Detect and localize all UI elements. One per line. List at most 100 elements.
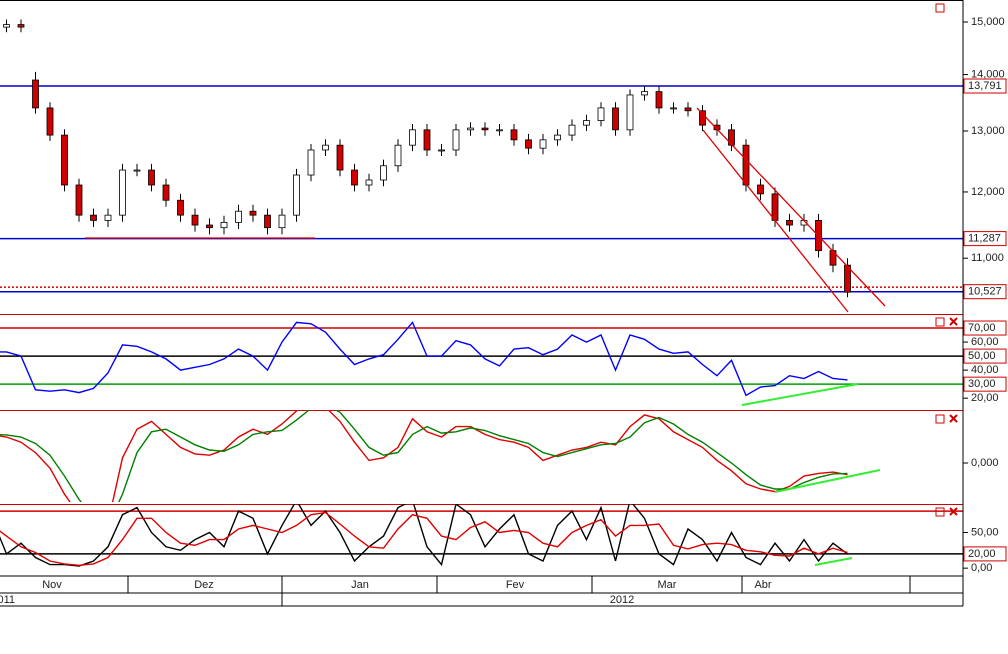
month-label: Dez	[194, 579, 214, 591]
y-tick-label: 50,00	[971, 526, 999, 538]
candle-body	[525, 139, 532, 149]
candle-body	[786, 220, 793, 226]
candle-body	[597, 107, 605, 121]
level-label-box	[963, 376, 1007, 392]
time-axis: Nov Dez Jan Fev Mar Abr 2011 2012	[0, 579, 772, 606]
series-line	[0, 504, 848, 567]
candle-body	[510, 129, 518, 141]
y-tick-label: 12,000	[971, 186, 1005, 198]
close-icon[interactable]	[949, 414, 958, 423]
candle-body	[148, 169, 155, 186]
candle-body	[3, 24, 10, 28]
rsi-trend	[741, 383, 859, 406]
candle-body	[220, 221, 228, 229]
level-label: 11,287	[968, 233, 1001, 245]
candle-body	[771, 193, 779, 221]
candle-body	[423, 129, 431, 151]
close-icon[interactable]	[949, 317, 958, 326]
y-axis: 0,00 50,00 20,00	[963, 526, 1007, 574]
level-label-box	[963, 348, 1007, 364]
y-tick-label: 60,00	[971, 336, 999, 348]
maximize-icon[interactable]	[935, 414, 945, 424]
month-label: Nov	[42, 579, 62, 591]
candle-body	[438, 149, 445, 152]
candle-body	[133, 169, 141, 172]
candle-body	[17, 24, 25, 28]
series-line	[0, 321, 848, 397]
y-tick-label: 11,000	[971, 252, 1004, 264]
level-label: 70,00	[968, 322, 996, 334]
candle-body	[322, 144, 329, 151]
level-label-box	[963, 320, 1007, 336]
candle-body	[757, 184, 764, 195]
candle-body	[61, 134, 68, 186]
candle-body	[844, 264, 851, 293]
panel-icons	[935, 3, 958, 517]
candle-body	[75, 184, 83, 216]
candle-body	[278, 214, 286, 229]
close-icon[interactable]	[949, 507, 958, 516]
candle-body	[162, 184, 170, 201]
level-label-box	[963, 78, 1007, 94]
level-label-box	[963, 284, 1007, 300]
month-label: Mar	[658, 579, 677, 591]
candle-body	[554, 134, 561, 141]
candle-body	[583, 120, 590, 126]
y-tick-label: 0,00	[971, 562, 992, 574]
maximize-icon[interactable]	[935, 3, 945, 13]
candle-body	[191, 214, 199, 226]
candle-body	[351, 169, 358, 186]
panel: 20,00 40,00 60,00 70,00 50,00 30,00	[0, 314, 1007, 404]
maximize-icon[interactable]	[935, 317, 945, 327]
candle-body	[481, 127, 489, 131]
candle-body	[742, 144, 750, 186]
candle-body	[235, 210, 242, 223]
panel: 0,000	[0, 410, 999, 502]
candle-body	[32, 79, 39, 109]
candle-body	[568, 124, 576, 136]
y-tick-label: 15,000	[971, 16, 1005, 28]
plot-area	[0, 504, 963, 567]
month-label: Jan	[351, 579, 369, 591]
candle-body	[46, 107, 54, 136]
panel: 0,00 50,00 20,00	[0, 504, 1007, 574]
candle-body	[365, 179, 373, 186]
candle-body	[539, 139, 547, 149]
level-label-box	[963, 231, 1007, 247]
candle-body	[336, 144, 344, 171]
level-label: 13,791	[968, 80, 1002, 92]
candle-body	[496, 129, 503, 132]
channel-upper	[696, 107, 886, 307]
annotations	[85, 107, 886, 566]
level-label: 50,00	[968, 350, 996, 362]
candle-body	[641, 91, 648, 96]
frame	[0, 0, 964, 607]
candle-body	[293, 174, 300, 216]
candle-body	[467, 127, 474, 131]
y-axis: 20,00 40,00 60,00 70,00 50,00 30,00	[963, 320, 1007, 404]
candle-body	[452, 129, 460, 151]
candle-body	[264, 214, 271, 229]
year-label: 2011	[0, 594, 15, 606]
level-label-box	[963, 546, 1007, 562]
series-line	[0, 410, 848, 502]
month-label: Fev	[506, 579, 525, 591]
maximize-icon[interactable]	[935, 507, 945, 517]
plot-area	[0, 410, 848, 502]
candle-body	[394, 144, 402, 167]
candle-body	[699, 110, 706, 126]
y-tick-label: 13,000	[971, 125, 1005, 137]
candle-body	[119, 169, 126, 216]
level-label: 10,527	[968, 286, 1002, 298]
candle-body	[655, 91, 663, 109]
candle-body	[90, 214, 97, 221]
candle-body	[684, 107, 692, 112]
series-line	[0, 410, 848, 502]
candle-body	[670, 107, 677, 110]
month-label: Abr	[754, 579, 771, 591]
y-tick-label: 20,00	[971, 392, 999, 404]
y-tick-label: 40,00	[971, 364, 999, 376]
level-label: 30,00	[968, 378, 996, 390]
